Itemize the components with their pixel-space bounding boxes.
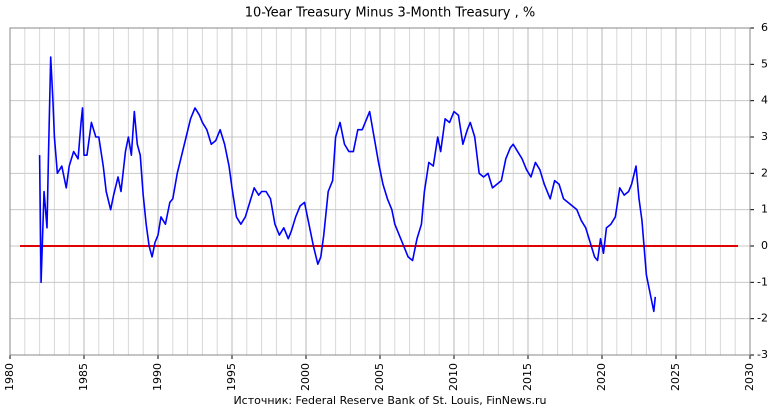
x-tick-label: 2000 [299,363,312,391]
chart-title: 10-Year Treasury Minus 3-Month Treasury … [245,6,536,21]
x-tick-label: 2020 [595,363,608,391]
y-tick-label: 2 [761,166,768,179]
x-tick-label: 1995 [225,363,238,391]
plot-frame [9,27,751,356]
x-tick-label: 2030 [743,363,756,391]
y-tick-label: 6 [761,21,768,34]
x-tick-label: 2025 [669,363,682,391]
y-tick-label: -2 [757,312,768,325]
x-tick-label: 1980 [3,363,16,391]
series-line [38,56,657,313]
y-tick-label: 1 [761,203,768,216]
x-tick-label: 2005 [373,363,386,391]
y-tick-label: 4 [761,94,768,107]
x-tick-label: 2010 [447,363,460,391]
y-tick-label: 5 [761,57,768,70]
y-tick-label: 3 [761,130,768,143]
x-tick-label: 2015 [521,363,534,391]
x-tick-label: 1985 [77,363,90,391]
y-tick-label: -3 [757,348,768,361]
x-tick-label: 1990 [151,363,164,391]
source: Источник: Federal Reserve Bank of St. Lo… [233,394,546,407]
y-tick-label: 0 [761,239,768,252]
y-tick-label: -1 [757,275,768,288]
